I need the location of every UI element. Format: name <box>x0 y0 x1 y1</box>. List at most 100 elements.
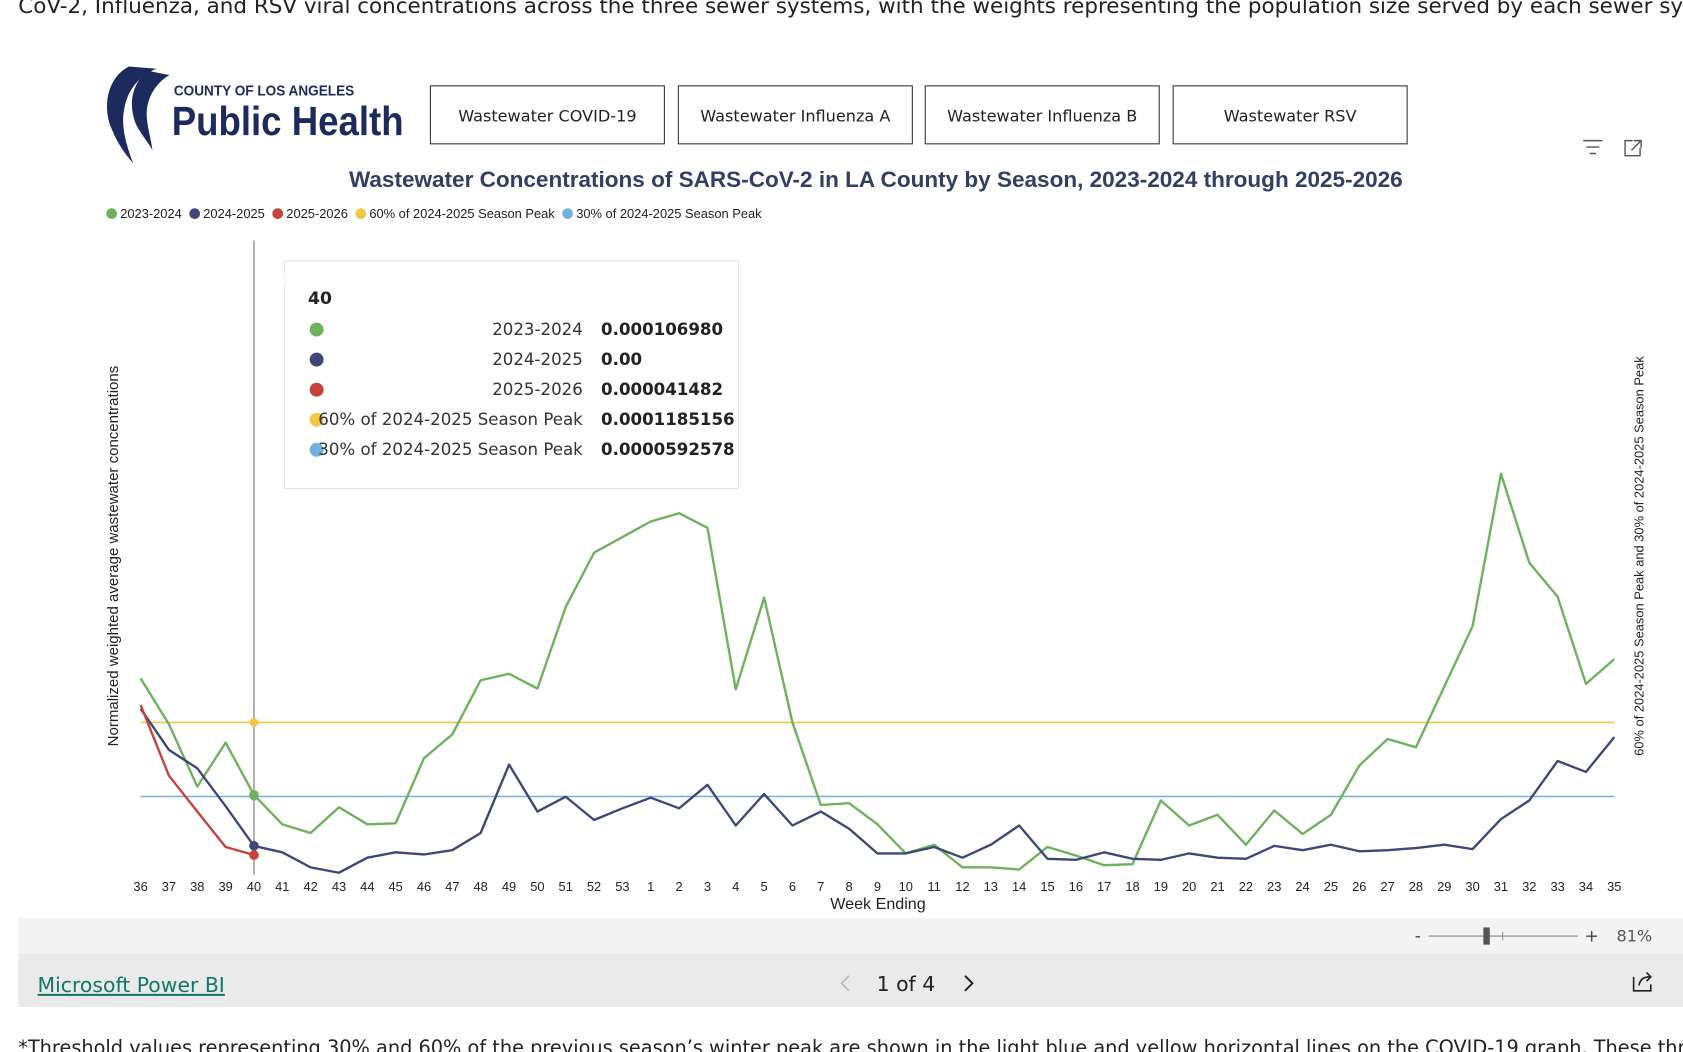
tooltip-swatch <box>309 322 324 337</box>
x-tick-label: 39 <box>218 879 232 894</box>
tooltip: 40 2023-2024 0.000106980 2024-2025 0.00 2025-… <box>275 260 739 489</box>
series-line <box>139 472 1616 871</box>
x-tick-label: 50 <box>530 879 544 894</box>
zoom-bar <box>18 917 1683 954</box>
intro-text: CoV-2, Influenza, and RSV viral concentr… <box>18 0 1683 19</box>
x-tick-label: 15 <box>1040 879 1054 894</box>
x-tick-label: 18 <box>1125 879 1139 894</box>
legend-swatch <box>106 208 117 219</box>
x-tick-label: 9 <box>874 879 881 894</box>
y2-axis-label: 60% of 2024-2025 Season Peak and 30% of … <box>1631 356 1646 756</box>
tooltip-label: 2025-2026 <box>492 380 583 399</box>
hover-dot <box>249 841 259 851</box>
x-tick-label: 5 <box>761 879 768 894</box>
x-tick-label: 25 <box>1324 879 1338 894</box>
x-tick-label: 14 <box>1012 879 1026 894</box>
legend-swatch <box>355 208 367 219</box>
share-icon[interactable] <box>1632 971 1652 992</box>
tab-button-label[interactable]: Wastewater RSV <box>1224 106 1357 125</box>
x-tick-label: 52 <box>587 879 601 894</box>
x-tick-label: 44 <box>360 879 374 894</box>
x-tick-label: 42 <box>303 879 317 894</box>
button-bar: Wastewater COVID-19 Wastewater Influenza … <box>429 85 1408 145</box>
x-tick-label: 20 <box>1182 879 1196 894</box>
focus-icon[interactable] <box>1624 139 1642 157</box>
x-tick-label: 36 <box>133 879 147 894</box>
tooltip-value: 0.00 <box>601 350 642 369</box>
legend-label[interactable]: 2023-2024 <box>120 206 182 221</box>
legend-label[interactable]: 2024-2025 <box>203 206 265 221</box>
legend-swatch <box>272 208 284 219</box>
tooltip-swatch <box>309 382 324 397</box>
x-tick-label: 4 <box>732 879 739 894</box>
tab-button[interactable] <box>429 85 665 145</box>
tooltip-swatch <box>309 412 324 427</box>
x-tick-label: 35 <box>1607 879 1621 894</box>
x-tick-label: 37 <box>162 879 176 894</box>
x-tick-label: 21 <box>1210 879 1224 894</box>
tooltip-swatch <box>309 442 324 457</box>
legend-label[interactable]: 60% of 2024-2025 Season Peak <box>369 206 555 221</box>
tooltip-swatch <box>309 352 324 367</box>
logo: COUNTY OF LOS ANGELES Public Health <box>107 66 404 164</box>
x-tick-label: 45 <box>389 879 403 894</box>
tab-button-label[interactable]: Wastewater Influenza B <box>947 106 1137 125</box>
zoom-in[interactable]: + <box>1585 926 1599 946</box>
series-line <box>139 708 1616 874</box>
legend-swatch <box>189 208 201 219</box>
series-line <box>139 704 255 857</box>
x-tick-label: 6 <box>789 879 796 894</box>
x-tick-label: 2 <box>675 879 682 894</box>
x-tick-label: 8 <box>846 879 853 894</box>
zoom-out[interactable]: - <box>1415 926 1421 946</box>
x-tick-label: 28 <box>1409 879 1423 894</box>
page-indicator: 1 of 4 <box>877 972 936 996</box>
tooltip-value: 0.0000592578 <box>601 440 735 459</box>
y-axis-label: Normalized weighted average wastewater c… <box>105 366 122 747</box>
logo-line2: Public Health <box>172 98 404 144</box>
x-tick-label: 46 <box>417 879 431 894</box>
x-tick-label: 47 <box>445 879 459 894</box>
logo-line1: COUNTY OF LOS ANGELES <box>174 83 354 100</box>
x-tick-label: 33 <box>1550 879 1564 894</box>
x-tick-label: 1 <box>647 879 654 894</box>
tooltip-value: 0.000106980 <box>601 320 723 339</box>
legend-label[interactable]: 30% of 2024-2025 Season Peak <box>576 206 762 221</box>
tooltip-value: 0.0001185156 <box>601 410 735 429</box>
x-tick-label: 11 <box>927 879 940 894</box>
x-tick-label: 12 <box>955 879 969 894</box>
x-tick-label: 19 <box>1154 879 1168 894</box>
x-tick-label: 38 <box>190 879 204 894</box>
outro-text: *Threshold values representing 30% and 6… <box>18 1036 1683 1052</box>
power-bi-link[interactable]: Microsoft Power BI <box>38 973 225 997</box>
zoom-level: 81% <box>1616 926 1652 945</box>
tooltip-label: 2024-2025 <box>492 350 583 369</box>
x-tick-label: 31 <box>1494 879 1508 894</box>
chart-title: Wastewater Concentrations of SARS-CoV-2 … <box>349 167 1403 192</box>
x-tick-label: 23 <box>1267 879 1281 894</box>
prev-page[interactable] <box>840 975 850 992</box>
tooltip-title: 40 <box>308 289 332 309</box>
x-tick-label: 16 <box>1069 879 1083 894</box>
tab-button[interactable] <box>677 85 913 145</box>
next-page[interactable] <box>964 975 974 992</box>
visual-icons <box>1583 139 1642 157</box>
footer <box>18 953 1683 1007</box>
tab-button[interactable] <box>1172 85 1408 145</box>
tooltip-value: 0.000041482 <box>601 380 723 399</box>
x-tick-label: 53 <box>615 879 629 894</box>
x-tick-label: 7 <box>817 879 824 894</box>
hover-dot <box>249 718 259 727</box>
filter-icon[interactable] <box>1583 139 1603 155</box>
legend-label[interactable]: 2025-2026 <box>286 206 348 221</box>
tooltip-label: 2023-2024 <box>492 320 583 339</box>
zoom-thumb[interactable] <box>1483 927 1490 945</box>
tab-button[interactable] <box>924 85 1160 145</box>
tab-button-label[interactable]: Wastewater COVID-19 <box>458 106 636 125</box>
x-tick-label: 30 <box>1465 879 1479 894</box>
tab-button-label[interactable]: Wastewater Influenza A <box>700 106 890 125</box>
x-tick-label: 22 <box>1239 879 1253 894</box>
x-tick-label: 17 <box>1097 879 1111 894</box>
x-tick-label: 10 <box>899 879 913 894</box>
